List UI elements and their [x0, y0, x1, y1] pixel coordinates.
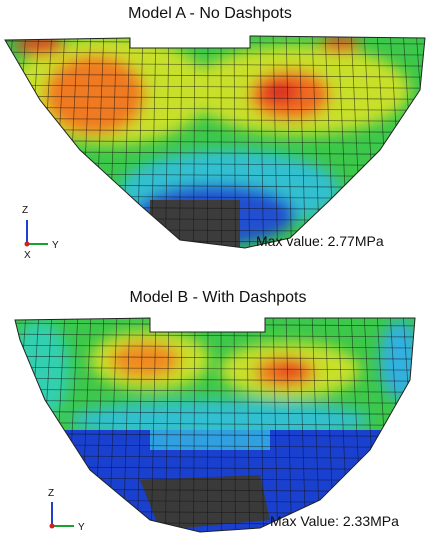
- mesh-line: [5, 129, 425, 133]
- panel-title: Model A - No Dashpots: [128, 5, 292, 22]
- panel-a: Model A - No Dashpots Z Y X: [0, 5, 436, 261]
- axis-label: X: [24, 250, 31, 261]
- mesh-line: [15, 411, 415, 415]
- mesh-line: [0, 251, 436, 254]
- axis-label: Z: [48, 488, 54, 499]
- axis-label: Y: [78, 522, 85, 533]
- mesh-line: [15, 388, 415, 393]
- mesh-line: [5, 62, 425, 67]
- axis-triad: Z Y: [48, 488, 85, 533]
- mesh-line: [311, 318, 321, 532]
- mesh-line: [5, 106, 425, 111]
- mesh-line: [5, 73, 425, 78]
- outline: [14, 317, 416, 533]
- mesh-line: [15, 333, 415, 338]
- mesh-line: [298, 318, 307, 532]
- mesh-line: [5, 95, 425, 100]
- mesh-line: [5, 118, 425, 122]
- max-value: Max value: 2.77MPa: [256, 233, 384, 249]
- max-value: Max Value: 2.33MPa: [270, 513, 399, 529]
- axis-label: Y: [52, 240, 59, 251]
- mesh-line: [0, 312, 13, 536]
- mesh-line: [164, 36, 170, 248]
- mesh-line: [0, 30, 436, 33]
- mesh-line: [15, 344, 415, 349]
- mesh-line: [15, 422, 415, 426]
- mesh-line: [285, 318, 293, 532]
- panel-b: Model B - With Dashpots Z Y: [0, 289, 436, 536]
- mesh-line: [5, 36, 14, 248]
- mesh-line: [15, 400, 415, 404]
- mesh-line: [15, 433, 415, 437]
- outline: [4, 35, 426, 249]
- axis-triad: Z Y X: [22, 205, 59, 261]
- mesh-line: [15, 355, 415, 360]
- mesh-line: [5, 51, 425, 56]
- axis-label: Z: [22, 205, 28, 216]
- mesh-line: [429, 30, 436, 255]
- mesh-line: [415, 36, 425, 248]
- panel-title: Model B - With Dashpots: [130, 289, 307, 306]
- mesh-line: [15, 377, 415, 382]
- mesh-line: [15, 366, 415, 371]
- mesh-line: [136, 318, 144, 532]
- mesh-line: [193, 36, 196, 248]
- mesh-line: [150, 318, 157, 532]
- mesh-line: [0, 312, 436, 315]
- mesh-line: [5, 84, 425, 89]
- mesh-line: [429, 312, 436, 536]
- mesh-line: [178, 36, 183, 248]
- mesh-line: [416, 312, 432, 536]
- mesh-line: [207, 36, 209, 248]
